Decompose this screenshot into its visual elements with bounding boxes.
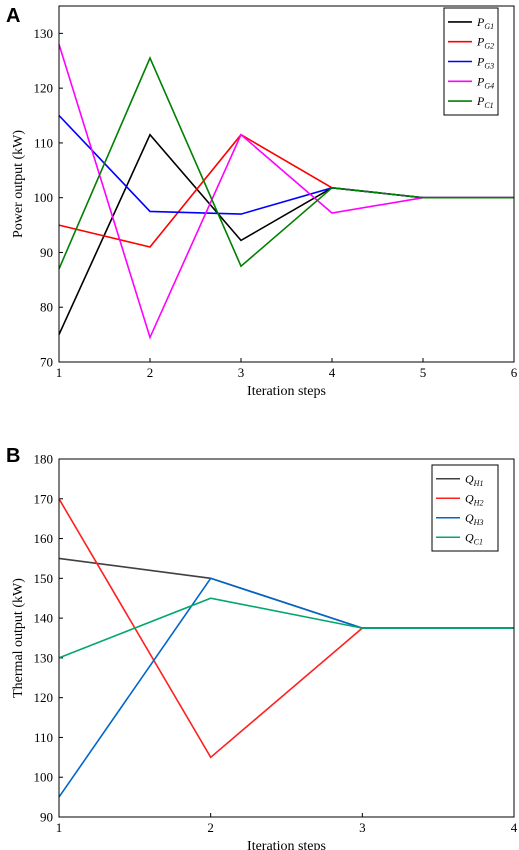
y-tick-label: 110 [34,135,53,150]
legend-label: PG2 [476,35,494,51]
plot-frame-a [58,5,515,363]
y-tick-label: 90 [40,810,53,825]
y-tick-label: 110 [34,730,53,745]
y-tick-label: 80 [40,300,53,315]
legend-label: PG4 [476,74,494,90]
series-line-q-h1 [58,557,514,629]
legend-label-main: Q [465,530,474,544]
legend-label-main: P [476,35,485,49]
legend-label-sub: H1 [473,479,484,488]
legend-label: QH3 [465,511,483,527]
legend-label: QH2 [465,491,483,507]
legend-label-sub: H3 [473,518,484,527]
chart-panel-a: A 1 2 3 4 5 6 70 80 90 100 110 120 130 Iteration ste… [6,5,518,399]
x-tick-label: 4 [329,365,336,380]
y-tick-label: 130 [34,26,54,41]
legend-label: QH1 [465,472,483,488]
legend-label-main: Q [465,472,474,486]
legend-label-sub: C1 [474,537,483,546]
legend-label-main: P [476,94,485,108]
x-tick-label: 6 [511,365,518,380]
series-line-p-g1 [58,133,514,335]
y-tick-label: 100 [34,770,54,785]
legend-label: PC1 [476,94,494,110]
series-line-q-h3 [58,577,514,798]
x-tick-label: 2 [147,365,154,380]
series-line-p-g2 [58,133,514,248]
legend-label-main: Q [465,511,474,525]
legend-label-main: P [476,15,485,29]
y-tick-label: 140 [34,611,54,626]
series-line-p-c1 [58,55,514,270]
y-tick-label: 130 [34,650,54,665]
legend-label-sub: G4 [484,81,494,90]
series-line-p-g3 [58,114,514,215]
legend-label-sub: H2 [473,498,484,507]
legend-label-main: Q [465,491,474,505]
legend-label-main: P [476,55,485,69]
legend-label: PG3 [476,55,494,71]
panel-letter-b: B [6,445,20,467]
y-axis-title-b: Thermal output (kW) [11,578,26,698]
legend-label: QC1 [465,530,483,546]
legend-label-sub: G3 [484,62,494,71]
x-tick-label: 5 [420,365,427,380]
y-tick-label: 100 [34,190,54,205]
legend-label-main: P [476,74,485,88]
x-axis-title-a: Iteration steps [247,384,326,399]
plot-frame-b [58,458,515,818]
legend-label-sub: G2 [484,42,494,51]
y-tick-label: 170 [34,491,54,506]
x-tick-label: 3 [359,820,366,835]
series-line-q-c1 [58,597,514,659]
y-tick-label: 150 [34,571,54,586]
chart-panel-b: B 1 2 3 4 90 100 110 120 130 140 150 160 170 180 Iter… [6,445,518,850]
x-tick-label: 3 [238,365,245,380]
y-tick-label: 70 [40,355,53,370]
y-tick-label: 120 [34,81,54,96]
y-tick-label: 120 [34,690,54,705]
panel-letter-a: A [6,5,20,27]
legend-label-sub: G1 [484,22,494,31]
y-tick-label: 160 [34,531,54,546]
y-tick-label: 90 [40,245,53,260]
legend-label-sub: C1 [484,101,493,110]
y-axis-title-a: Power output (kW) [11,130,26,238]
x-tick-label: 1 [56,820,63,835]
legend-label: PG1 [476,15,494,31]
x-axis-title-b: Iteration steps [247,839,326,850]
y-tick-label: 180 [34,452,54,467]
x-tick-label: 2 [207,820,214,835]
x-tick-label: 4 [511,820,518,835]
x-tick-label: 1 [56,365,63,380]
